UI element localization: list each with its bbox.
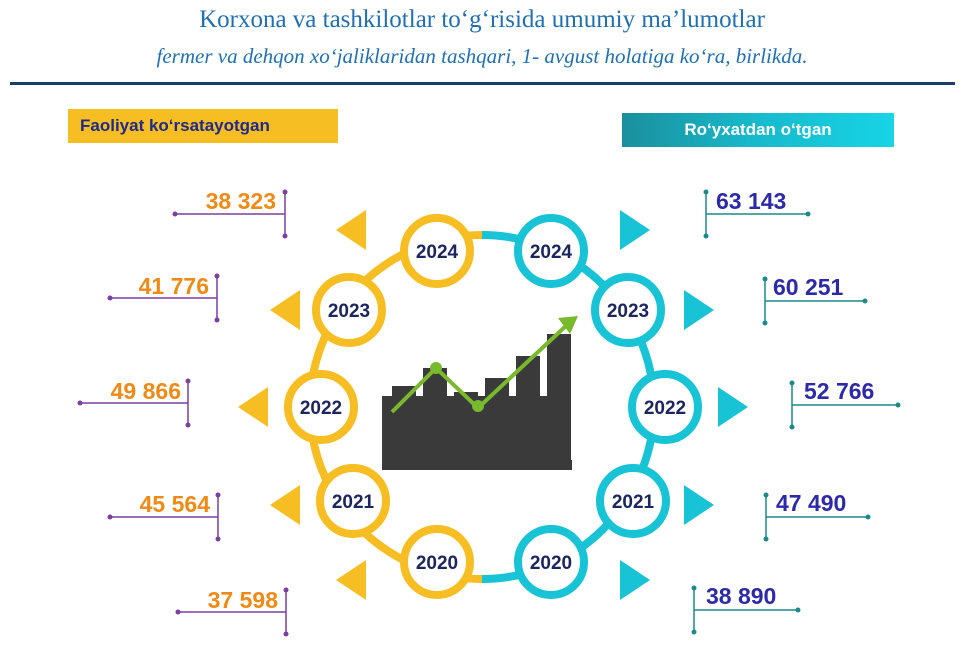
active-value-callout: 45 564 — [107, 491, 221, 542]
active-value-callout: 41 776 — [107, 273, 220, 323]
active-value-callout: 38 323 — [172, 188, 288, 239]
registered-value-callout: 38 890 — [691, 583, 801, 635]
year-label: 2022 — [644, 398, 686, 419]
active-value: 41 776 — [139, 273, 209, 299]
year-label: 2021 — [332, 492, 375, 513]
active-value: 49 866 — [111, 378, 181, 404]
registered-value: 63 143 — [716, 188, 786, 214]
registered-year-node: 2020 — [514, 525, 588, 599]
year-label: 2023 — [328, 301, 370, 322]
registered-value: 47 490 — [776, 490, 846, 516]
growth-bar-chart-icon — [382, 316, 578, 471]
active-year-node: 2021 — [316, 464, 390, 538]
registered-year-node: 2023 — [591, 273, 665, 347]
active-legend-badge: Faoliyat ko‘rsatayotgan — [68, 109, 338, 143]
right-arrow-icon — [718, 387, 748, 427]
left-arrow-icon — [270, 485, 300, 525]
active-value-callout: 37 598 — [175, 587, 289, 637]
active-year-node: 2024 — [400, 214, 474, 288]
active-value: 38 323 — [206, 188, 276, 214]
page-subtitle: fermer va dehqon xo‘jaliklaridan tashqar… — [156, 44, 808, 68]
right-arrow-icon — [620, 560, 650, 600]
year-label: 2020 — [416, 553, 458, 574]
registered-year-node: 2021 — [596, 464, 670, 538]
right-arrow-icon — [620, 210, 650, 250]
year-label: 2023 — [607, 301, 649, 322]
year-label: 2022 — [300, 398, 342, 419]
registered-legend-badge: Ro‘yxatdan o‘tgan — [622, 113, 894, 147]
year-label: 2020 — [530, 553, 572, 574]
right-arrow-icon — [684, 290, 714, 330]
registered-value-callout: 52 766 — [789, 378, 901, 430]
registered-value: 60 251 — [773, 274, 844, 300]
active-value: 45 564 — [140, 491, 211, 517]
registered-value: 38 890 — [706, 583, 776, 609]
registered-value-callout: 60 251 — [762, 274, 868, 326]
active-year-node: 2022 — [284, 370, 358, 444]
left-arrow-icon — [336, 560, 366, 600]
page-title: Korxona va tashkilotlar to‘g‘risida umum… — [199, 6, 765, 33]
right-arrow-icon — [684, 485, 714, 525]
registered-value-callout: 63 143 — [703, 188, 811, 239]
active-year-node: 2020 — [400, 525, 474, 599]
left-arrow-icon — [270, 290, 300, 330]
year-label: 2024 — [416, 242, 459, 263]
registered-year-node: 2024 — [514, 214, 588, 288]
left-arrow-icon — [336, 210, 366, 250]
active-value-callout: 49 866 — [77, 378, 191, 428]
left-arrow-icon — [238, 387, 268, 427]
registered-value: 52 766 — [804, 378, 874, 404]
year-label: 2024 — [530, 242, 573, 263]
registered-year-node: 2022 — [628, 370, 702, 444]
active-value: 37 598 — [208, 587, 279, 613]
active-year-node: 2023 — [312, 273, 386, 347]
header-divider — [10, 82, 955, 85]
year-label: 2021 — [612, 492, 655, 513]
registered-value-callout: 47 490 — [763, 490, 871, 542]
